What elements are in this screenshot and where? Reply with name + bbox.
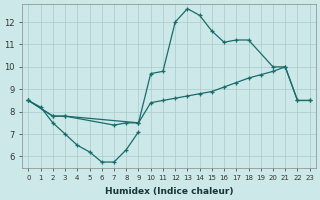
X-axis label: Humidex (Indice chaleur): Humidex (Indice chaleur) — [105, 187, 233, 196]
